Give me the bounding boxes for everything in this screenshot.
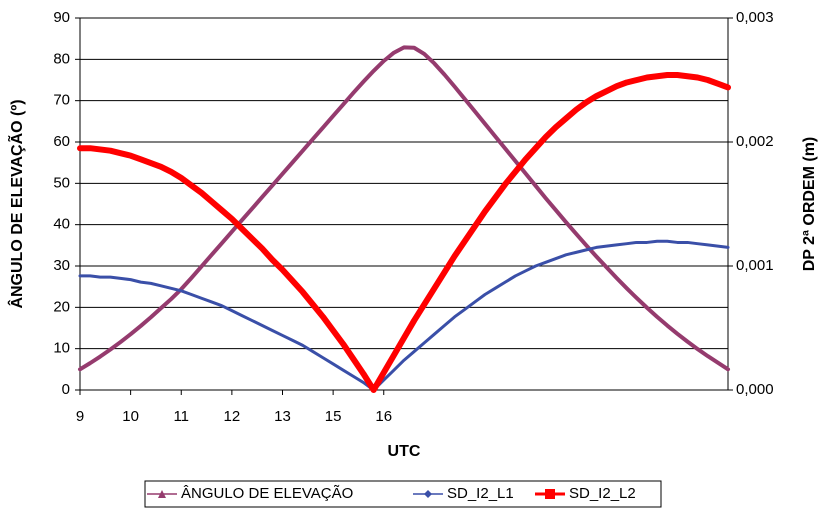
y-tick-label: 10 [53,340,70,357]
series-line [78,239,730,392]
series-line [78,45,730,372]
legend-label: SD_I2_L2 [569,485,636,502]
x-tick-label: 15 [325,408,342,425]
y-axis-label: ÂNGULO DE ELEVAÇÃO (º) [6,99,26,308]
series-line [77,72,731,393]
x-tick-label: 12 [224,408,241,425]
legend-marker [424,490,432,498]
y-tick-label: 40 [53,216,70,233]
x-tick-label: 11 [173,408,189,425]
legend [144,480,662,508]
y2-tick-label: 0,000 [736,381,774,398]
x-tick-label: 13 [274,408,291,425]
y-tick-label: 20 [53,298,70,315]
y-tick-label: 30 [53,257,70,274]
y2-tick-label: 0,001 [736,257,774,274]
legend-label: ÂNGULO DE ELEVAÇÃO [181,485,353,502]
y-tick-label: 70 [53,92,70,109]
legend-marker [158,490,166,498]
y-tick-label: 90 [53,9,70,26]
y-tick-label: 50 [53,174,70,191]
y-tick-label: 0 [62,381,70,398]
y2-axis-label: DP 2ª ORDEM (m) [801,137,818,272]
x-axis-label: UTC [388,443,421,460]
legend-marker [545,489,555,499]
x-tick-label: 10 [122,408,139,425]
y2-tick-label: 0,003 [736,9,774,26]
y-tick-label: 80 [53,50,70,67]
legend-label: SD_I2_L1 [447,485,514,502]
y-tick-label: 60 [53,133,70,150]
y2-tick-label: 0,002 [736,133,774,150]
x-tick-label: 16 [375,408,392,425]
x-tick-label: 9 [76,408,84,425]
